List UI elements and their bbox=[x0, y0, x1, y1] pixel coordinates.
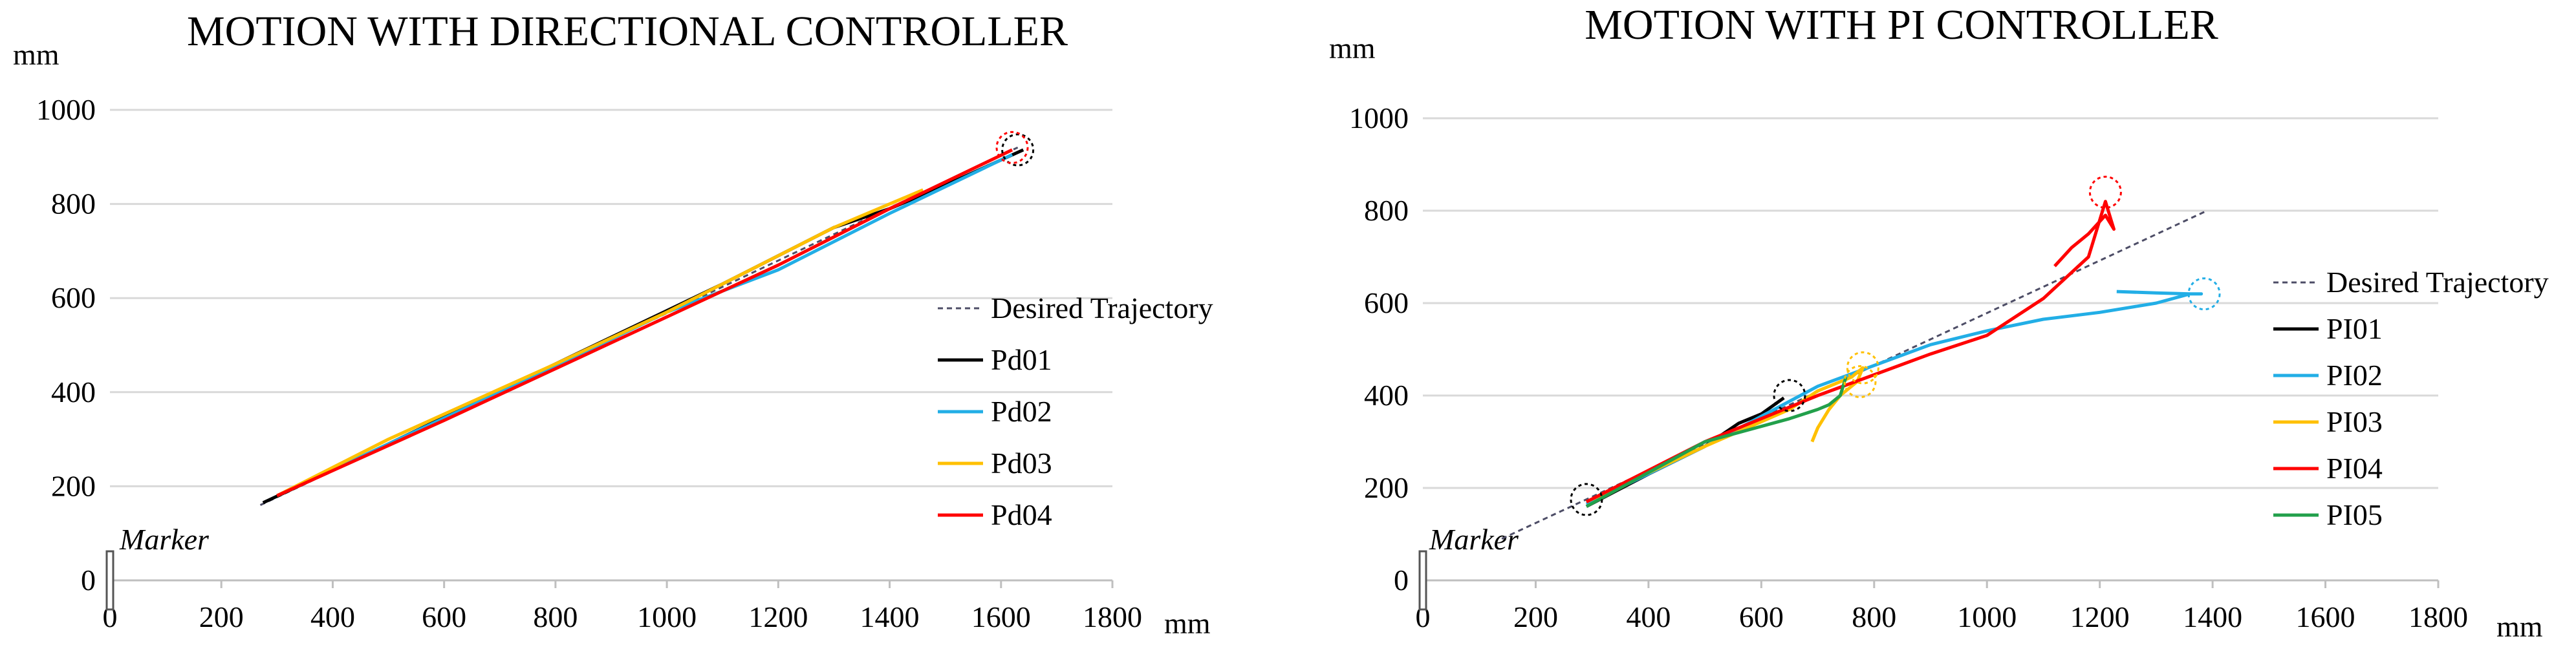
y-tick-label: 1000 bbox=[36, 93, 96, 126]
x-tick-label: 1400 bbox=[860, 600, 920, 633]
x-tick-label: 800 bbox=[533, 600, 578, 633]
y-tick-label: 0 bbox=[1394, 564, 1409, 597]
legend-label: PI03 bbox=[2326, 405, 2383, 438]
x-tick-label: 1000 bbox=[1957, 600, 2017, 633]
x-tick-label: 1600 bbox=[971, 600, 1031, 633]
x-tick-label: 400 bbox=[310, 600, 355, 633]
legend-label: Pd03 bbox=[991, 447, 1052, 480]
y-tick-label: 200 bbox=[51, 469, 96, 502]
y-axis-label: mm bbox=[13, 38, 60, 71]
end-marker-circle bbox=[1846, 351, 1879, 385]
x-tick-label: 600 bbox=[1739, 600, 1784, 633]
legend-label: PI04 bbox=[2326, 452, 2383, 485]
legend-label: PI02 bbox=[2326, 359, 2383, 392]
y-tick-label: 600 bbox=[1364, 286, 1409, 319]
x-axis-label: mm bbox=[1164, 607, 1211, 640]
x-tick-label: 1600 bbox=[2296, 600, 2355, 633]
legend-label: Pd04 bbox=[991, 498, 1052, 531]
chart-2: MOTION WITH PI CONTROLLER mm mm 0 200 400 600 8… bbox=[1329, 1, 2549, 643]
x-axis-label: mm bbox=[2496, 610, 2543, 643]
x-tick-label: 1800 bbox=[1083, 600, 1142, 633]
y-tick-label: 1000 bbox=[1349, 101, 1409, 134]
series-line-3 bbox=[1585, 290, 2203, 506]
series-line-4 bbox=[1585, 366, 1865, 503]
end-marker-circle bbox=[1773, 379, 1806, 412]
y-tick-label: 800 bbox=[51, 187, 96, 220]
end-marker-circle bbox=[1001, 133, 1035, 167]
x-tick-label: 1200 bbox=[2070, 600, 2130, 633]
end-marker-circle bbox=[2088, 175, 2122, 209]
legend-label: Pd02 bbox=[991, 395, 1052, 428]
end-marker-circle bbox=[1570, 483, 1603, 516]
y-tick-label: 600 bbox=[51, 281, 96, 314]
y-tick-label: 400 bbox=[51, 375, 96, 408]
x-tick-label: 200 bbox=[199, 600, 244, 633]
legend-label: Desired Trajectory bbox=[2326, 266, 2549, 299]
chart-1: MOTION WITH DIRECTIONAL CONTROLLER mm mm 0 2… bbox=[13, 8, 1213, 640]
y-axis-label: mm bbox=[1329, 32, 1376, 65]
x-tick-label: 1200 bbox=[748, 600, 808, 633]
x-tick-label: 200 bbox=[1513, 600, 1558, 633]
legend-label: PI01 bbox=[2326, 312, 2383, 345]
series-line-4 bbox=[276, 188, 924, 498]
x-tick-label: 400 bbox=[1626, 600, 1671, 633]
chart-title: MOTION WITH DIRECTIONAL CONTROLLER bbox=[187, 8, 1068, 55]
end-marker-circle bbox=[2187, 277, 2221, 311]
x-tick-label: 800 bbox=[1852, 600, 1896, 633]
chart-title: MOTION WITH PI CONTROLLER bbox=[1585, 1, 2218, 48]
series-line-5 bbox=[276, 148, 1013, 498]
marker-annotation: Marker bbox=[1429, 523, 1519, 556]
legend-label: PI05 bbox=[2326, 498, 2383, 531]
marker-annotation: Marker bbox=[119, 523, 210, 556]
series-line-6 bbox=[1585, 376, 1848, 508]
y-tick-label: 400 bbox=[1364, 379, 1409, 412]
end-marker-circle bbox=[995, 131, 1029, 164]
x-tick-label: 1800 bbox=[2408, 600, 2468, 633]
x-tick-label: 600 bbox=[422, 600, 466, 633]
series-line-5 bbox=[1585, 200, 2116, 503]
y-tick-label: 800 bbox=[1364, 194, 1409, 227]
end-marker-circle bbox=[1843, 365, 1877, 399]
x-tick-label: 1400 bbox=[2183, 600, 2242, 633]
legend-label: Pd01 bbox=[991, 343, 1052, 376]
y-tick-label: 0 bbox=[81, 564, 96, 597]
marker-bar bbox=[105, 550, 114, 611]
y-tick-label: 200 bbox=[1364, 471, 1409, 504]
legend-label: Desired Trajectory bbox=[991, 291, 1213, 324]
x-tick-label: 1000 bbox=[637, 600, 697, 633]
marker-bar bbox=[1418, 550, 1427, 611]
